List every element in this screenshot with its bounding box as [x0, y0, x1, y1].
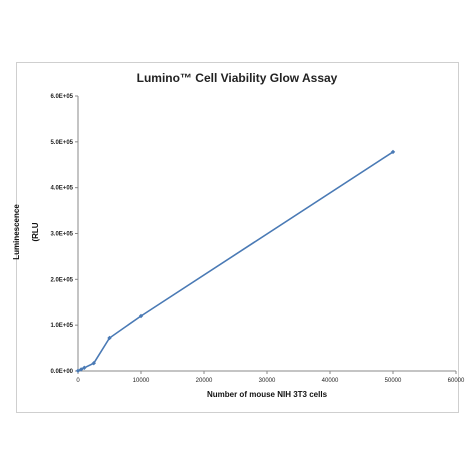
y-tick-label: 3.0E+05 [50, 232, 73, 238]
y-axis-label-line1: Luminescence [12, 204, 21, 260]
data-point [75, 368, 81, 373]
chart-frame [16, 62, 459, 413]
data-point [138, 313, 144, 319]
x-axis-label: Number of mouse NIH 3T3 cells [207, 390, 328, 399]
data-point [78, 367, 84, 372]
x-tick-label: 30000 [259, 378, 276, 384]
data-point [107, 335, 112, 341]
x-tick-label: 0 [76, 378, 80, 384]
y-tick-group: 0.0E+00 1.0E+05 2.0E+05 3.0E+05 4.0E+05 5.0E+… [50, 94, 78, 375]
data-point [91, 361, 96, 366]
series-layer [75, 149, 396, 373]
x-tick-label: 40000 [322, 378, 339, 384]
y-axis-label-line2: (RLU [31, 222, 40, 241]
x-tick-group: 0 10000 20000 30000 40000 50000 60000 [76, 371, 465, 384]
chart-title: Lumino™ Cell Viability Glow Assay [137, 71, 338, 85]
y-tick-label: 5.0E+05 [50, 140, 73, 146]
y-tick-label: 2.0E+05 [50, 277, 73, 283]
y-tick-label: 4.0E+05 [50, 186, 73, 192]
x-tick-label: 60000 [448, 378, 465, 384]
x-tick-label: 50000 [385, 378, 402, 384]
x-tick-label: 20000 [196, 378, 213, 384]
x-tick-label: 10000 [133, 378, 150, 384]
y-tick-label: 6.0E+05 [50, 94, 73, 100]
y-tick-label: 0.0E+00 [50, 369, 73, 375]
data-point [390, 149, 396, 155]
series-line [77, 151, 394, 372]
y-tick-label: 1.0E+05 [50, 323, 73, 329]
data-point [82, 365, 87, 370]
